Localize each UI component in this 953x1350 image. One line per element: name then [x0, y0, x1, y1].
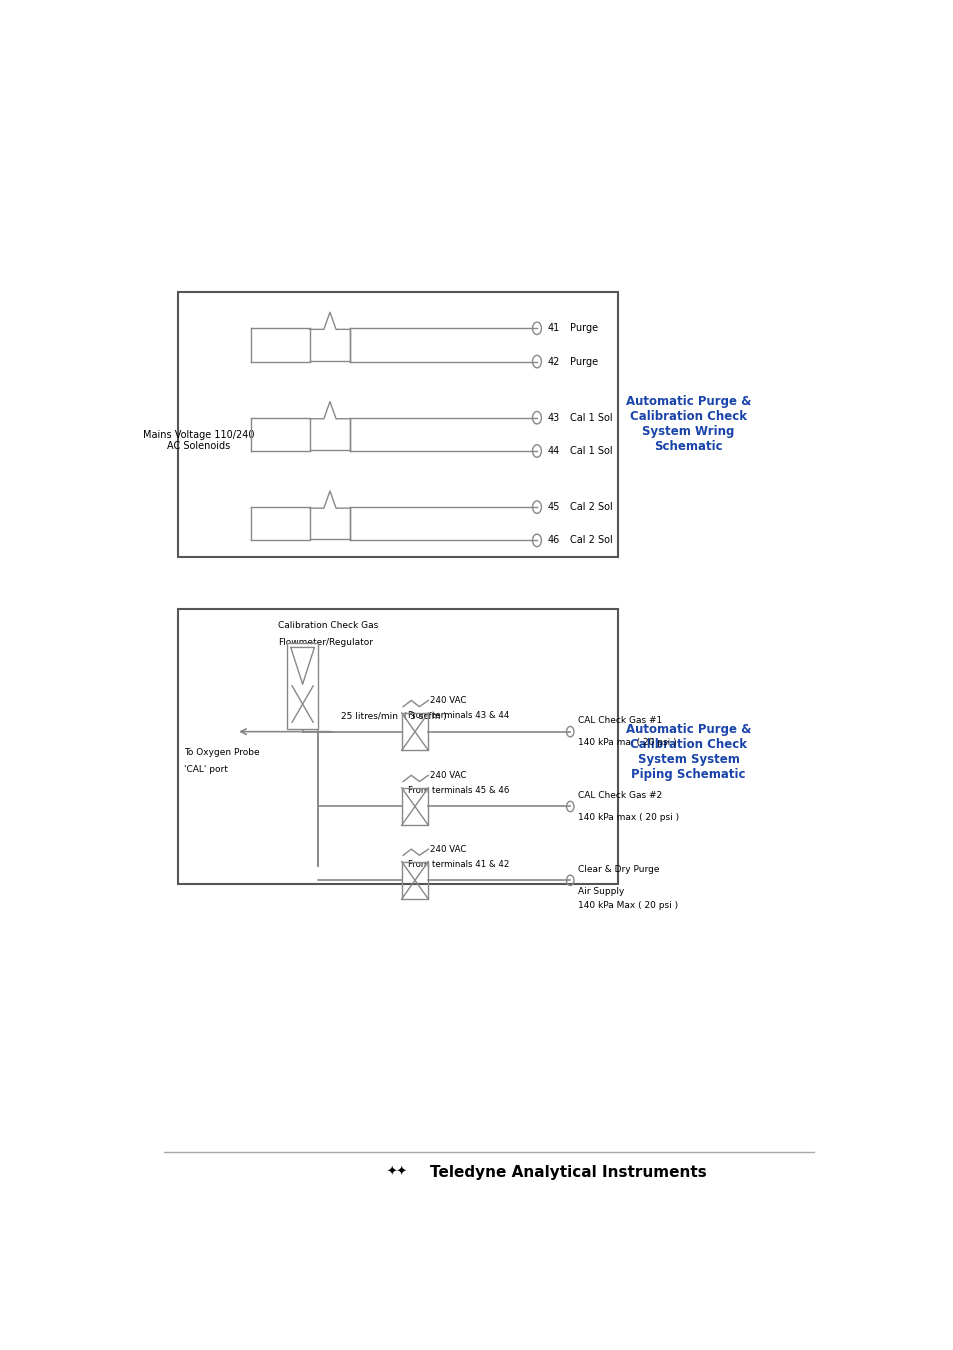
Text: ✦✦: ✦✦ — [386, 1166, 407, 1179]
Text: 240 VAC: 240 VAC — [429, 697, 466, 705]
Text: CAL Check Gas #1: CAL Check Gas #1 — [577, 717, 661, 725]
Text: 41: 41 — [547, 323, 559, 333]
Text: Cal 1 Sol: Cal 1 Sol — [569, 413, 612, 423]
Text: From terminals 45 & 46: From terminals 45 & 46 — [407, 786, 509, 795]
Text: 240 VAC: 240 VAC — [429, 771, 466, 780]
Text: Clear & Dry Purge: Clear & Dry Purge — [577, 865, 659, 873]
Text: 25 litres/min  ( 3 scfm ): 25 litres/min ( 3 scfm ) — [341, 713, 446, 721]
Text: Purge: Purge — [569, 323, 597, 333]
Text: 42: 42 — [547, 356, 559, 367]
Text: Cal 1 Sol: Cal 1 Sol — [569, 446, 612, 456]
Text: 240 VAC: 240 VAC — [429, 845, 466, 853]
Text: Purge: Purge — [569, 356, 597, 367]
Text: Flowmeter/Regulator: Flowmeter/Regulator — [278, 639, 373, 647]
Text: Cal 2 Sol: Cal 2 Sol — [569, 502, 612, 512]
Text: Air Supply: Air Supply — [577, 887, 623, 895]
Text: To Oxygen Probe: To Oxygen Probe — [184, 748, 259, 757]
Text: 'CAL' port: 'CAL' port — [184, 765, 228, 774]
FancyBboxPatch shape — [178, 292, 618, 558]
Bar — [287, 644, 317, 729]
Text: 140 kPa Max ( 20 psi ): 140 kPa Max ( 20 psi ) — [577, 900, 677, 910]
Text: Automatic Purge &
Calibration Check
System System
Piping Schematic: Automatic Purge & Calibration Check Syst… — [625, 724, 750, 782]
Text: 44: 44 — [547, 446, 559, 456]
Text: 43: 43 — [547, 413, 559, 423]
Text: 46: 46 — [547, 536, 559, 545]
Text: Teledyne Analytical Instruments: Teledyne Analytical Instruments — [429, 1165, 706, 1180]
Text: Cal 2 Sol: Cal 2 Sol — [569, 536, 612, 545]
Text: From terminals 41 & 42: From terminals 41 & 42 — [407, 860, 509, 868]
Text: CAL Check Gas #2: CAL Check Gas #2 — [577, 791, 661, 801]
Text: Automatic Purge &
Calibration Check
System Wring
Schematic: Automatic Purge & Calibration Check Syst… — [625, 396, 750, 454]
Text: From terminals 43 & 44: From terminals 43 & 44 — [407, 711, 509, 720]
Text: Calibration Check Gas: Calibration Check Gas — [278, 621, 378, 630]
Text: Mains Voltage 110/240
AC Solenoids: Mains Voltage 110/240 AC Solenoids — [143, 429, 254, 451]
Text: 45: 45 — [547, 502, 559, 512]
FancyBboxPatch shape — [178, 609, 618, 884]
Text: 140 kPa ma  ( 20 psi ): 140 kPa ma ( 20 psi ) — [577, 738, 676, 747]
Text: 140 kPa max ( 20 psi ): 140 kPa max ( 20 psi ) — [577, 813, 679, 822]
